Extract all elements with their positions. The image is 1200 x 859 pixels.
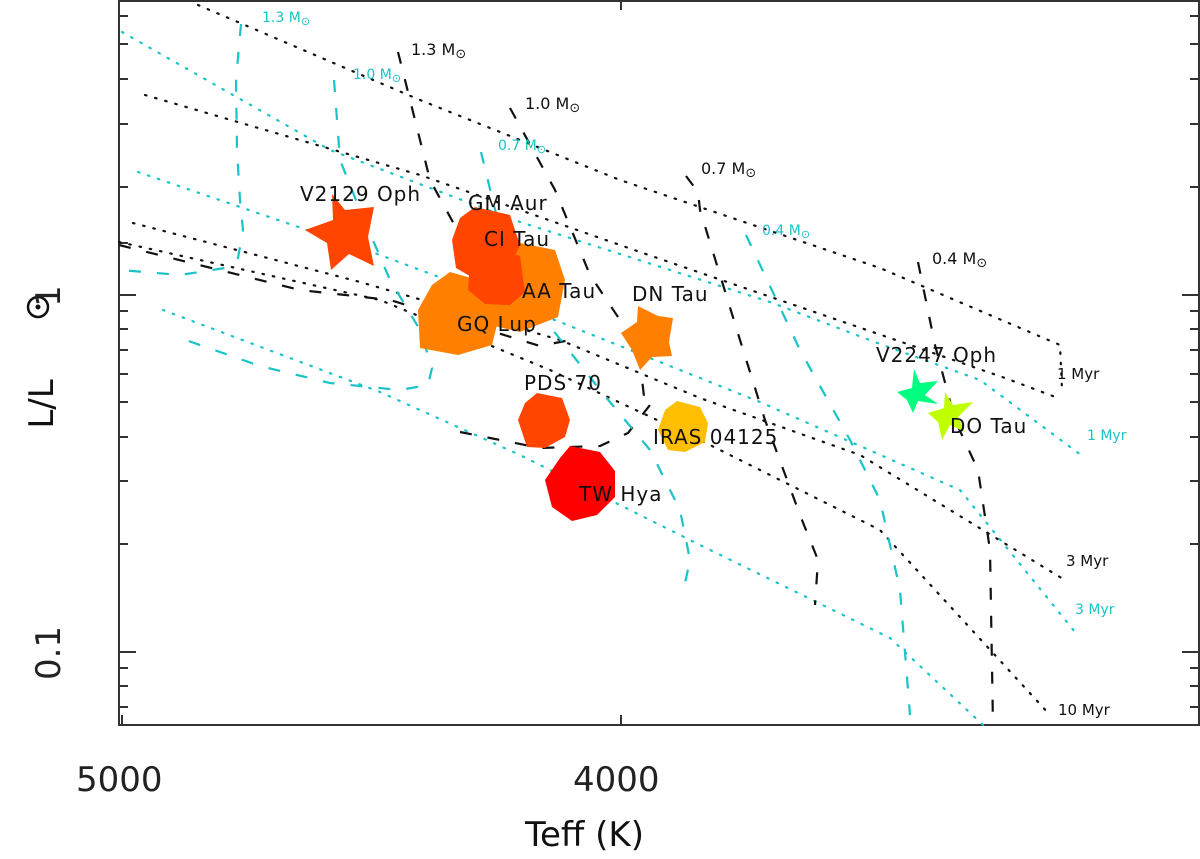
label-aa-tau: AA Tau — [522, 279, 597, 303]
isochrone-black-08myr — [196, 3, 1064, 392]
x-tick-4000: 4000 — [573, 760, 660, 800]
star-markers — [305, 194, 973, 521]
label-track-black-0.4: 0.4 M⊙ — [932, 249, 988, 272]
track-cyan-1.3 — [119, 23, 245, 277]
label-track-cyan-0.4: 0.4 M⊙ — [762, 223, 811, 241]
label-iso-cyan-1myr: 1 Myr — [1087, 428, 1127, 444]
marker-pds-70[interactable] — [518, 393, 570, 448]
label-v2129-oph: V2129 Oph — [300, 182, 422, 206]
label-iso-black-3myr: 3 Myr — [1066, 552, 1109, 570]
y-axis-title: L/L — [22, 379, 62, 429]
isochrone-black-10myr — [117, 240, 1052, 717]
label-gm-aur: GM Aur — [468, 191, 548, 215]
label-track-cyan-1.3: 1.3 M⊙ — [262, 10, 311, 28]
label-gq-lup: GQ Lup — [457, 312, 537, 336]
label-do-tau: DO Tau — [950, 414, 1028, 438]
track-black-0.7 — [685, 175, 820, 606]
marker-ci-tau[interactable] — [468, 248, 525, 305]
label-iras-04125: IRAS 04125 — [653, 425, 779, 449]
marker-do-tau[interactable] — [928, 392, 973, 440]
track-black-0.4 — [916, 261, 995, 726]
label-ci-tau: CI Tau — [484, 227, 551, 251]
label-track-cyan-0.7: 0.7 M⊙ — [498, 138, 547, 156]
label-pds-70: PDS 70 — [524, 371, 602, 395]
marker-v2247-oph[interactable] — [897, 369, 938, 413]
y-tick-0.1: 0.1 — [29, 625, 69, 681]
marker-dn-tau[interactable] — [621, 306, 673, 370]
tracks-cyan — [119, 23, 912, 716]
y-axis-left-ticks — [119, 15, 136, 708]
marker-tw-hya[interactable] — [545, 446, 615, 521]
isochrone-black-1myr — [143, 93, 1060, 400]
label-track-black-1.0: 1.0 M⊙ — [525, 94, 581, 117]
track-cyan-1.0 — [179, 79, 434, 392]
marker-v2129-oph[interactable] — [305, 194, 374, 270]
plot-frame — [118, 0, 1200, 726]
label-track-black-1.3: 1.3 M⊙ — [411, 40, 467, 63]
label-v2247-oph: V2247 Oph — [876, 343, 998, 367]
y-axis-right-ticks — [1182, 15, 1199, 708]
isochrone-cyan-1myr — [120, 30, 1087, 460]
isochrone-cyan-3myr — [136, 170, 1077, 634]
isochrones-cyan — [120, 30, 1087, 727]
y-tick-1: 1 — [29, 285, 69, 307]
label-track-black-0.7: 0.7 M⊙ — [701, 159, 757, 182]
label-track-cyan-1.0: 1.0 M⊙ — [353, 67, 402, 85]
track-black-hook — [459, 404, 651, 450]
track-cyan-0.4 — [745, 234, 912, 716]
track-cyan-0.7 — [479, 151, 692, 598]
marker-iras-04125[interactable] — [658, 401, 708, 452]
ylabel-sun-symbol — [26, 295, 50, 319]
label-dn-tau: DN Tau — [632, 282, 709, 306]
label-iso-black-1myr: 1 Myr — [1057, 365, 1100, 383]
label-tw-hya: TW Hya — [579, 482, 663, 506]
label-iso-cyan-3myr: 3 Myr — [1075, 602, 1115, 618]
x-tick-5000: 5000 — [76, 760, 163, 800]
isochrones-black — [117, 3, 1070, 717]
x-axis-ticks — [121, 1, 622, 725]
label-iso-black-10myr: 10 Myr — [1058, 701, 1110, 719]
x-axis-title: Teff (K) — [525, 815, 644, 855]
